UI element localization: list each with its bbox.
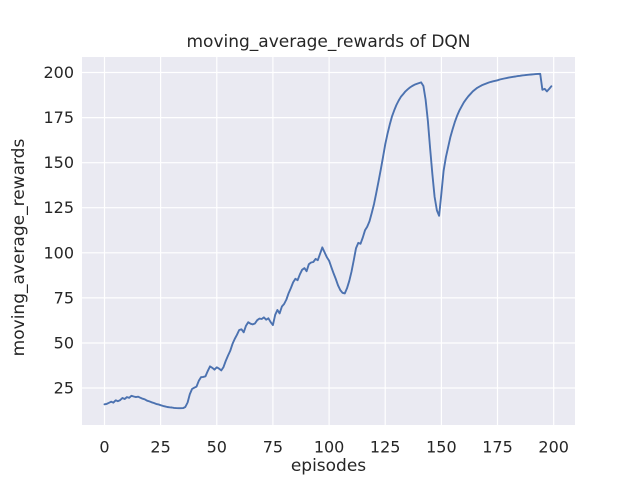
x-tick-label: 0 xyxy=(99,438,109,457)
x-tick-label: 125 xyxy=(370,438,401,457)
x-tick-labels: 0 25 50 75 100 125 150 175 200 xyxy=(99,438,569,457)
x-tick-label: 200 xyxy=(538,438,569,457)
y-tick-label: 25 xyxy=(54,379,74,398)
y-tick-label: 100 xyxy=(43,243,74,262)
x-tick-label: 175 xyxy=(482,438,513,457)
x-tick-label: 75 xyxy=(263,438,283,457)
y-tick-labels: 25 50 75 100 125 150 175 200 xyxy=(43,63,74,398)
chart-title: moving_average_rewards of DQN xyxy=(186,32,470,52)
x-tick-label: 100 xyxy=(314,438,345,457)
x-axis-label: episodes xyxy=(291,456,366,476)
y-axis-label: moving_average_rewards xyxy=(9,139,29,357)
x-tick-label: 25 xyxy=(150,438,170,457)
y-tick-label: 175 xyxy=(43,108,74,127)
x-tick-label: 150 xyxy=(426,438,457,457)
y-tick-label: 75 xyxy=(54,288,74,307)
y-tick-label: 125 xyxy=(43,198,74,217)
y-tick-label: 150 xyxy=(43,153,74,172)
x-tick-label: 50 xyxy=(207,438,227,457)
grid-lines xyxy=(82,57,575,425)
series-layer xyxy=(103,72,553,410)
y-tick-label: 50 xyxy=(54,334,74,353)
line-series-dqn xyxy=(103,72,553,410)
y-tick-label: 200 xyxy=(43,63,74,82)
